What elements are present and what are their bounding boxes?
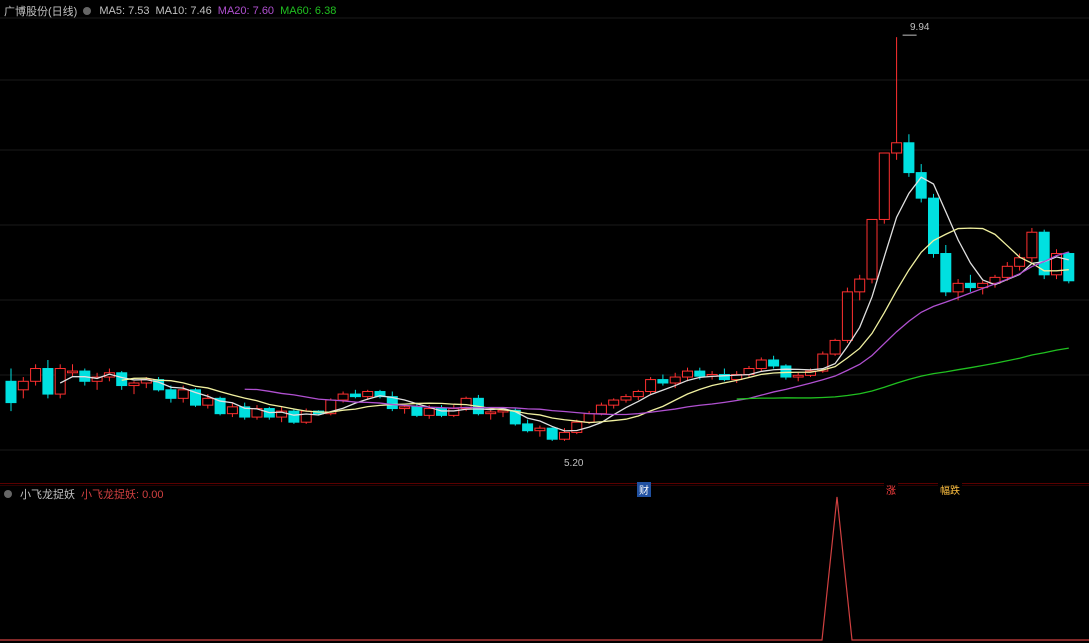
ma20-label: MA20: 7.60 (218, 5, 274, 17)
sub-title: 小飞龙捉妖 (20, 486, 75, 502)
ma10-label: MA10: 7.46 (156, 5, 212, 17)
chart-container: 广博股份(日线) MA5: 7.53 MA10: 7.46 MA20: 7.60… (0, 0, 1089, 643)
ma5-label: MA5: 7.53 (99, 5, 149, 17)
main-header: 广博股份(日线) MA5: 7.53 MA10: 7.46 MA20: 7.60… (4, 3, 336, 19)
sub-dot-icon (4, 490, 12, 498)
sub-tag-2: 涨 (884, 482, 898, 497)
ma60-label: MA60: 6.38 (280, 5, 336, 17)
stock-title: 广博股份(日线) (4, 3, 77, 19)
sub-tag-3: 幅跌 (938, 482, 962, 497)
high-price-label: 9.94 (910, 22, 929, 33)
sub-tag-1: 财 (637, 482, 651, 497)
sub-header: 小飞龙捉妖 小飞龙捉妖: 0.00 (4, 486, 164, 502)
panel-divider (0, 483, 1089, 484)
indicator-chart[interactable] (0, 485, 1089, 643)
sub-metric: 小飞龙捉妖: 0.00 (81, 486, 164, 502)
low-price-label: 5.20 (564, 458, 583, 469)
candlestick-chart[interactable] (0, 0, 1089, 480)
header-dot-icon (83, 7, 91, 15)
